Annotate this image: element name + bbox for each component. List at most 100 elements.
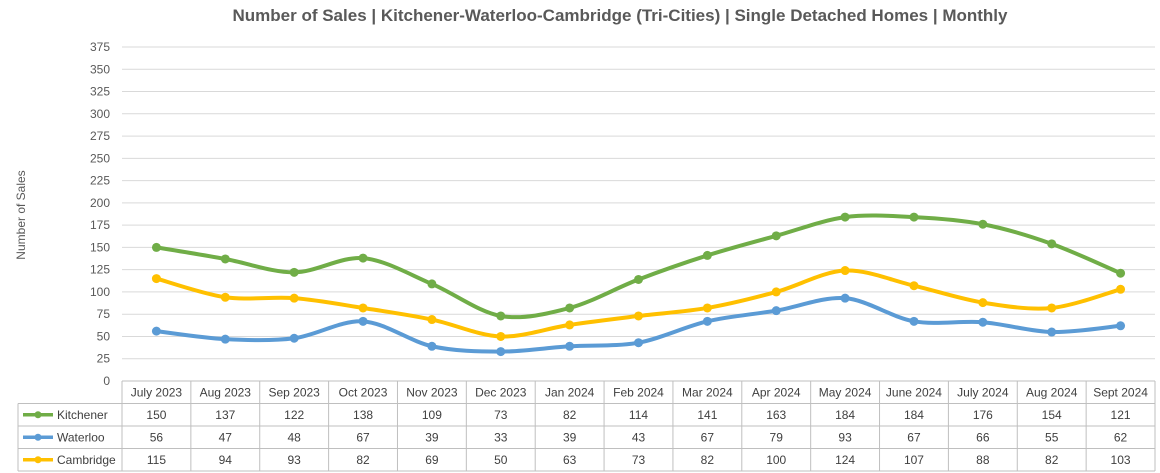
x-tick-label: Aug 2024 bbox=[1026, 385, 1078, 399]
x-tick-label: Nov 2023 bbox=[406, 385, 458, 399]
data-table-value: 82 bbox=[1045, 453, 1059, 467]
data-table-value: 39 bbox=[563, 430, 577, 444]
y-tick-label: 25 bbox=[97, 352, 111, 366]
data-point bbox=[220, 292, 230, 302]
y-tick-label: 350 bbox=[90, 62, 110, 76]
data-point bbox=[771, 306, 781, 316]
data-table-value: 184 bbox=[835, 408, 855, 422]
y-tick-label: 375 bbox=[90, 40, 110, 54]
data-table-value: 66 bbox=[976, 430, 990, 444]
y-tick-label: 325 bbox=[90, 85, 110, 99]
x-tick-label: May 2024 bbox=[819, 385, 872, 399]
data-point bbox=[289, 267, 299, 277]
data-point bbox=[771, 287, 781, 297]
y-tick-label: 50 bbox=[97, 329, 111, 343]
data-table-value: 176 bbox=[973, 408, 993, 422]
data-point bbox=[151, 242, 161, 252]
data-point bbox=[496, 311, 506, 321]
data-table-value: 100 bbox=[766, 453, 786, 467]
data-point bbox=[358, 253, 368, 263]
data-table-value: 50 bbox=[494, 453, 508, 467]
data-point bbox=[220, 334, 230, 344]
data-point bbox=[565, 341, 575, 351]
data-table-value: 122 bbox=[284, 408, 304, 422]
data-table-value: 67 bbox=[701, 430, 715, 444]
data-point bbox=[1047, 303, 1057, 313]
y-tick-label: 300 bbox=[90, 107, 110, 121]
data-table-value: 115 bbox=[147, 453, 166, 467]
data-point bbox=[151, 274, 161, 284]
data-table-value: 94 bbox=[219, 453, 233, 467]
data-table-value: 62 bbox=[1114, 430, 1128, 444]
y-tick-label: 175 bbox=[90, 218, 110, 232]
data-point bbox=[909, 212, 919, 222]
data-table-value: 33 bbox=[494, 430, 508, 444]
data-point bbox=[289, 333, 299, 343]
y-tick-label: 125 bbox=[90, 263, 110, 277]
series-waterloo bbox=[151, 293, 1126, 357]
data-point bbox=[427, 315, 437, 325]
data-point bbox=[840, 293, 850, 303]
data-point bbox=[289, 293, 299, 303]
x-tick-label: July 2023 bbox=[131, 385, 183, 399]
data-table-value: 56 bbox=[150, 430, 164, 444]
x-tick-label: Mar 2024 bbox=[682, 385, 733, 399]
data-point bbox=[1047, 239, 1057, 249]
data-table-value: 82 bbox=[356, 453, 370, 467]
data-table-value: 88 bbox=[976, 453, 990, 467]
data-point bbox=[1116, 321, 1126, 331]
data-table-value: 109 bbox=[422, 408, 442, 422]
legend-swatch-marker bbox=[34, 433, 42, 441]
data-table-value: 82 bbox=[701, 453, 715, 467]
data-point bbox=[427, 279, 437, 289]
data-table-value: 67 bbox=[356, 430, 370, 444]
data-point bbox=[427, 341, 437, 351]
y-tick-label: 0 bbox=[103, 374, 110, 388]
data-table-value: 43 bbox=[632, 430, 646, 444]
data-table-value: 141 bbox=[697, 408, 717, 422]
legend-label: Waterloo bbox=[57, 430, 105, 444]
data-table-value: 163 bbox=[766, 408, 786, 422]
x-tick-label: July 2024 bbox=[957, 385, 1009, 399]
data-table-value: 121 bbox=[1111, 408, 1131, 422]
data-table-value: 48 bbox=[287, 430, 301, 444]
x-tick-label: Dec 2023 bbox=[475, 385, 527, 399]
y-tick-label: 75 bbox=[97, 307, 111, 321]
y-tick-label: 275 bbox=[90, 129, 110, 143]
data-point bbox=[1047, 327, 1057, 337]
data-point bbox=[909, 281, 919, 291]
x-tick-label: Aug 2023 bbox=[200, 385, 252, 399]
x-tick-label: Sep 2023 bbox=[268, 385, 320, 399]
data-point bbox=[220, 254, 230, 264]
series-cambridge bbox=[151, 266, 1126, 341]
y-tick-label: 100 bbox=[90, 285, 110, 299]
data-point bbox=[978, 219, 988, 229]
chart-title: Number of Sales | Kitchener-Waterloo-Cam… bbox=[232, 6, 1008, 25]
data-point bbox=[1116, 284, 1126, 294]
data-point bbox=[634, 338, 643, 348]
data-table-value: 124 bbox=[835, 453, 855, 467]
data-table-value: 138 bbox=[353, 408, 373, 422]
data-point bbox=[565, 303, 575, 313]
data-point bbox=[702, 303, 712, 313]
data-point bbox=[358, 303, 368, 313]
data-point bbox=[909, 316, 919, 326]
data-table-value: 63 bbox=[563, 453, 577, 467]
data-table-value: 82 bbox=[563, 408, 577, 422]
data-point bbox=[565, 320, 575, 330]
data-point bbox=[151, 326, 161, 336]
data-point bbox=[702, 316, 712, 326]
y-tick-label: 150 bbox=[90, 240, 110, 254]
data-table-value: 73 bbox=[494, 408, 508, 422]
y-tick-label: 200 bbox=[90, 196, 110, 210]
x-tick-label: Sept 2024 bbox=[1093, 385, 1148, 399]
y-tick-label: 225 bbox=[90, 174, 110, 188]
data-table-value: 47 bbox=[219, 430, 233, 444]
x-tick-label: Oct 2023 bbox=[339, 385, 388, 399]
legend-label: Cambridge bbox=[57, 453, 116, 467]
data-point bbox=[634, 274, 643, 284]
y-tick-label: 250 bbox=[90, 151, 110, 165]
data-table-value: 67 bbox=[907, 430, 921, 444]
data-point bbox=[978, 298, 988, 308]
